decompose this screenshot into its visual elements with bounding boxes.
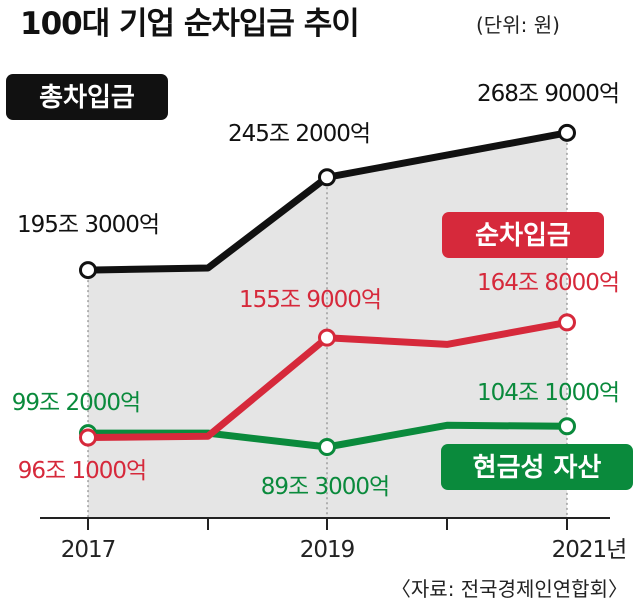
legend-badge-0	[6, 74, 168, 120]
data-label-s2-2017: 99조 2000억	[12, 390, 140, 416]
point-s0-2019	[318, 168, 336, 187]
data-label-s0-2019: 245조 2000억	[228, 121, 370, 147]
point-s0-2021	[558, 123, 576, 142]
legend-badge-label-2: 현금성 자산	[473, 453, 602, 483]
point-s1-2017	[79, 428, 97, 447]
point-s1-2019	[318, 328, 336, 347]
series-layer: 195조 3000억 245조 2000억 268조 9000억 96조 1000억 1…	[12, 81, 620, 500]
x-axis-ticks: 2017 2019 2021년	[61, 518, 627, 563]
point-s1-2021	[558, 313, 576, 332]
point-s2-2021	[558, 417, 576, 436]
legend-badge-label-1: 순차입금	[475, 221, 571, 251]
chart-title: 100대 기업 순차입금 추이	[20, 6, 359, 42]
data-label-s2-2019: 89조 3000억	[261, 474, 389, 500]
data-label-s1-2019: 155조 9000억	[239, 287, 381, 313]
data-label-s1-2017: 96조 1000억	[18, 458, 146, 484]
x-tick-label-2019: 2019	[300, 537, 355, 563]
data-label-s0-2017: 195조 3000억	[17, 212, 159, 238]
point-s2-2019	[318, 437, 336, 456]
point-s0-2017	[79, 261, 97, 280]
x-tick-label-2021: 2021년	[552, 537, 627, 563]
data-label-s1-2021: 164조 8000억	[477, 270, 619, 296]
data-label-s0-2021: 268조 9000억	[477, 81, 619, 107]
legend-badge-label-0: 총차입금	[39, 83, 135, 113]
unit-note: (단위: 원)	[476, 13, 560, 37]
data-label-s2-2021: 104조 1000억	[477, 380, 619, 406]
legend-badge-1	[442, 212, 604, 258]
legend-badge-2	[441, 444, 633, 490]
x-tick-label-2017: 2017	[61, 537, 116, 563]
source-note: 〈자료: 전국경제인연합회〉	[391, 577, 628, 601]
